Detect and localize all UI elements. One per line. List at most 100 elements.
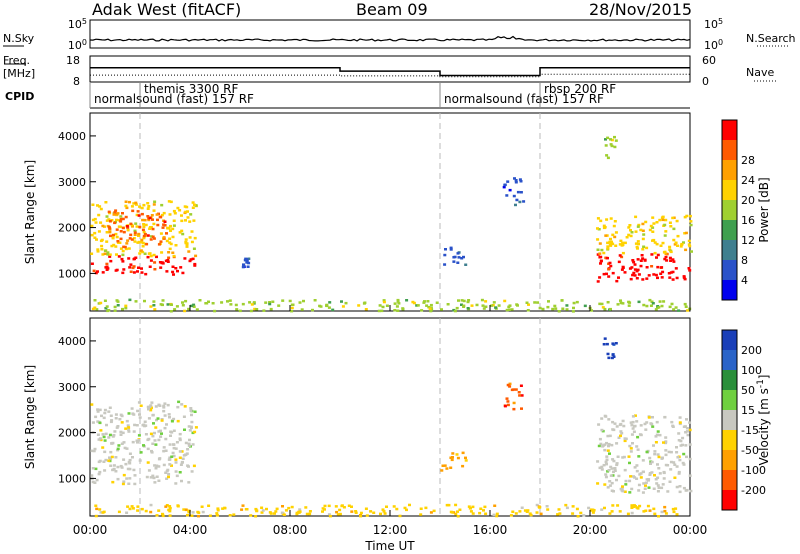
data-pixel xyxy=(669,468,673,471)
colorbar-tick-label: 4 xyxy=(741,274,748,287)
data-pixel xyxy=(630,266,634,269)
data-pixel xyxy=(140,238,144,242)
data-pixel xyxy=(147,469,151,472)
data-pixel xyxy=(639,472,643,475)
data-pixel xyxy=(491,304,495,307)
freq-tick-label: 18 xyxy=(66,54,80,67)
data-pixel xyxy=(132,271,136,274)
data-pixel xyxy=(655,420,659,424)
data-pixel xyxy=(281,299,285,302)
data-pixel xyxy=(651,416,654,419)
data-pixel xyxy=(603,307,607,311)
data-pixel xyxy=(675,446,678,449)
data-pixel xyxy=(506,400,510,403)
nave-tick-label: 0 xyxy=(702,75,709,88)
data-pixel xyxy=(204,302,208,305)
data-pixel xyxy=(125,242,129,245)
data-pixel xyxy=(193,203,196,207)
colorbar-tick-label: 12 xyxy=(741,234,755,247)
data-pixel xyxy=(121,212,124,215)
data-pixel xyxy=(432,509,436,513)
data-pixel xyxy=(608,452,611,455)
data-pixel xyxy=(98,437,102,440)
data-pixel xyxy=(560,299,564,302)
data-pixel xyxy=(659,244,663,247)
data-pixel xyxy=(166,227,170,230)
data-pixel xyxy=(195,308,199,311)
data-pixel xyxy=(113,221,117,225)
data-pixel xyxy=(152,253,156,257)
data-pixel xyxy=(664,441,668,445)
data-pixel xyxy=(138,459,142,462)
data-pixel xyxy=(106,251,110,254)
data-pixel xyxy=(655,433,659,437)
data-pixel xyxy=(606,434,610,438)
data-pixel xyxy=(599,262,602,265)
data-pixel xyxy=(154,426,158,429)
data-pixel xyxy=(180,229,184,233)
data-pixel xyxy=(141,228,145,232)
x-tick-label: 04:00 xyxy=(173,523,208,537)
data-pixel xyxy=(170,303,173,306)
data-pixel xyxy=(657,486,661,489)
data-pixel xyxy=(148,216,152,220)
data-pixel xyxy=(651,230,655,233)
data-pixel xyxy=(621,485,624,488)
data-pixel xyxy=(546,305,550,309)
data-pixel xyxy=(656,453,660,456)
data-pixel xyxy=(516,190,520,194)
data-pixel xyxy=(165,270,169,273)
data-pixel xyxy=(679,439,683,443)
data-pixel xyxy=(97,460,101,464)
data-pixel xyxy=(689,489,693,493)
data-pixel xyxy=(354,510,358,513)
data-pixel xyxy=(164,259,168,263)
data-pixel xyxy=(669,225,673,228)
data-pixel xyxy=(182,508,186,511)
data-pixel xyxy=(119,247,123,250)
data-pixel xyxy=(114,413,118,416)
data-pixel xyxy=(238,309,242,313)
data-pixel xyxy=(268,511,272,514)
data-pixel xyxy=(135,225,139,228)
data-pixel xyxy=(190,426,193,430)
cpid-segment-label: normalsound (fast) 157 RF xyxy=(444,92,604,106)
data-pixel xyxy=(606,256,609,260)
data-pixel xyxy=(178,209,182,212)
data-pixel xyxy=(157,438,161,442)
data-pixel xyxy=(98,470,102,474)
data-pixel xyxy=(187,481,191,484)
data-pixel xyxy=(598,302,602,306)
data-pixel xyxy=(685,430,689,433)
data-pixel xyxy=(535,503,539,507)
data-pixel xyxy=(137,266,140,269)
data-pixel xyxy=(599,219,603,223)
data-pixel xyxy=(143,252,147,255)
data-pixel xyxy=(188,259,192,263)
data-pixel xyxy=(97,213,101,217)
data-pixel xyxy=(194,254,198,258)
data-pixel xyxy=(183,428,186,431)
data-pixel xyxy=(616,303,620,306)
data-pixel xyxy=(327,306,331,309)
data-pixel xyxy=(607,444,610,448)
data-pixel xyxy=(636,258,640,261)
data-pixel xyxy=(623,468,627,472)
data-pixel xyxy=(427,305,431,309)
data-pixel xyxy=(451,456,454,459)
data-pixel xyxy=(171,265,175,268)
data-pixel xyxy=(632,430,636,433)
data-pixel xyxy=(648,472,652,475)
data-pixel xyxy=(662,300,666,303)
data-pixel xyxy=(142,225,146,229)
data-pixel xyxy=(152,222,156,226)
data-pixel xyxy=(677,472,681,475)
data-pixel xyxy=(415,304,419,307)
data-pixel xyxy=(102,460,106,463)
data-pixel xyxy=(160,419,164,422)
data-pixel xyxy=(136,409,140,413)
data-pixel xyxy=(539,512,543,516)
data-pixel xyxy=(460,257,464,260)
data-pixel xyxy=(172,443,176,446)
data-pixel xyxy=(168,456,172,459)
